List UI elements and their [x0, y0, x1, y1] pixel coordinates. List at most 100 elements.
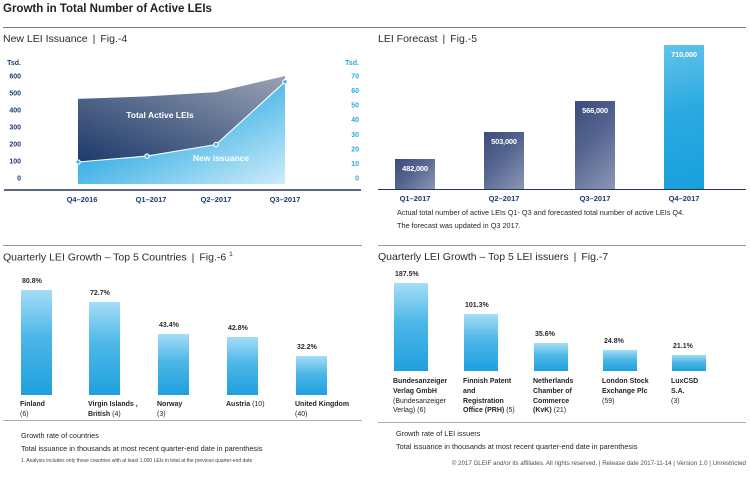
category-line: Office (PRH) (5) — [463, 406, 531, 416]
fig7-header: Quarterly LEI Growth – Top 5 LEI issuers… — [378, 251, 608, 263]
category-line: Verlag) (6) — [393, 406, 461, 416]
category-line: and — [463, 387, 531, 397]
left-axis-tick: 300 — [9, 125, 21, 132]
forecast-bar-1: 503,000 — [484, 132, 524, 189]
fig6-header-footnote-marker: 1 — [229, 251, 233, 258]
category-line: Verlag GmbH — [393, 387, 461, 397]
category-line: (Bundesanzeiger — [393, 397, 461, 407]
category-name: and — [463, 387, 476, 395]
new-issuance-label: New issuance — [193, 153, 249, 163]
bar-category-label: United Kingdom (40) — [295, 400, 361, 420]
fig5-header: LEI Forecast | Fig.-5 — [378, 33, 477, 45]
fig7-header-pipe: | — [573, 251, 577, 263]
bar-category-label: Q2–2017 — [488, 194, 520, 203]
category-value: (Bundesanzeiger — [393, 397, 446, 405]
bar-value-label: 482,000 — [402, 164, 428, 173]
right-axis-tick: 50 — [351, 103, 359, 110]
fig6-caption-divider — [3, 420, 362, 421]
left-axis-tick: 0 — [17, 176, 21, 183]
issuer-bar-1 — [464, 314, 498, 371]
category-line: Exchange Plc — [602, 387, 670, 397]
country-bar-2 — [158, 334, 189, 395]
total-active-leis-label: Total Active LEIs — [126, 110, 194, 120]
data-point-marker — [75, 159, 81, 165]
bar-value-label: 80.8% — [22, 278, 42, 285]
left-axis-tick: 600 — [9, 74, 21, 81]
x-axis-label: Q4–2016 — [67, 195, 98, 204]
category-name: Norway — [157, 401, 183, 408]
right-axis-tick: 20 — [351, 146, 359, 153]
fig7-header-fig: Fig.-7 — [581, 251, 609, 263]
right-axis-tick: 70 — [351, 74, 359, 81]
bar-category-label: London Stock Exchange Plc (59) — [602, 377, 670, 406]
fig5-header-fig: Fig.-5 — [450, 33, 478, 45]
right-axis-tick: 0 — [355, 176, 359, 183]
forecast-bar-2: 566,000 — [575, 101, 615, 189]
category-name: Netherlands — [533, 378, 574, 385]
category-line: (59) — [602, 397, 670, 407]
fig4-header: New LEI Issuance | Fig.-4 — [3, 33, 127, 45]
fig5-caption: Actual total number of active LEIs Q1- Q… — [397, 208, 685, 230]
fig6-header-label: Quarterly LEI Growth – Top 5 Countries — [3, 251, 187, 264]
right-axis-tick: 30 — [351, 132, 359, 139]
category-value: (3) — [671, 397, 680, 405]
bar-value-label: 187.5% — [395, 271, 419, 278]
document-footer: © 2017 GLEIF and/or its affiliates. All … — [451, 460, 746, 467]
bar-category-label: Austria (10) — [226, 400, 292, 410]
new-issuance-line — [77, 81, 286, 163]
bar-category-label: Q4–2017 — [668, 194, 700, 203]
category-value: (6) — [20, 410, 29, 418]
fig7-header-label: Quarterly LEI Growth – Top 5 LEI issuers — [378, 251, 569, 263]
category-value: Verlag) (6) — [393, 407, 426, 415]
category-line: Finnish Patent — [463, 377, 531, 387]
category-name: Exchange Plc — [602, 387, 648, 395]
country-bar-3 — [227, 337, 258, 395]
bar-category-label: Virgin Islands , British (4) — [88, 400, 154, 420]
category-line: Virgin Islands , — [88, 400, 154, 410]
bar-value-label: 43.4% — [159, 322, 179, 329]
category-line: London Stock — [602, 377, 670, 387]
category-name: Office (PRH) — [463, 407, 505, 415]
category-line: (3) — [671, 397, 739, 407]
category-name: British — [88, 410, 111, 418]
category-value: (3) — [157, 410, 166, 418]
category-name: Commerce — [533, 397, 570, 405]
fig4-header-pipe: | — [92, 33, 96, 45]
fig4-header-label: New LEI Issuance — [3, 33, 88, 45]
category-value: (5) — [506, 407, 515, 415]
issuer-bar-3 — [603, 350, 637, 371]
category-line: Chamber of — [533, 387, 601, 397]
fig5-header-label: LEI Forecast — [378, 33, 438, 45]
bar-value-label: 503,000 — [491, 137, 517, 146]
country-bar-1 — [89, 302, 120, 395]
category-name: Bundesanzeiger — [393, 378, 448, 385]
bar-value-label: 35.6% — [535, 331, 555, 338]
fig5-axis-line — [378, 188, 746, 190]
bar-category-label: Q3–2017 — [579, 194, 611, 203]
x-axis-label: Q3–2017 — [270, 195, 301, 204]
fig4-header-fig: Fig.-4 — [100, 33, 128, 45]
category-name: United Kingdom — [295, 401, 350, 408]
category-line: Norway — [157, 400, 223, 410]
forecast-bar-0: 482,000 — [395, 159, 435, 189]
category-line: (40) — [295, 410, 361, 420]
bar-value-label: 72.7% — [90, 290, 110, 297]
left-axis-unit: Tsd. — [7, 60, 21, 67]
fig6-caption-2: Total issuance in thousands at most rece… — [21, 444, 263, 453]
data-point-marker — [213, 141, 219, 148]
category-line: British (4) — [88, 410, 154, 420]
row-divider-left — [3, 245, 362, 246]
category-name: Finland — [20, 401, 45, 408]
fig6-caption-1: Growth rate of countries — [21, 431, 99, 440]
bar-category-label: LuxCSD S.A. (3) — [671, 377, 739, 406]
left-axis-tick: 500 — [9, 91, 21, 98]
bar-value-label: 42.8% — [228, 325, 248, 332]
title-divider — [3, 27, 746, 29]
fig7-caption-divider — [378, 422, 746, 423]
category-line: S.A. — [671, 387, 739, 397]
fig7-caption-2: Total issuance in thousands at most rece… — [396, 442, 638, 451]
total-active-leis-area — [78, 76, 285, 162]
bar-category-label: Bundesanzeiger Verlag GmbH (Bundesanzeiger… — [393, 377, 461, 416]
fig7-caption-1: Growth rate of LEI issuers — [396, 429, 481, 438]
